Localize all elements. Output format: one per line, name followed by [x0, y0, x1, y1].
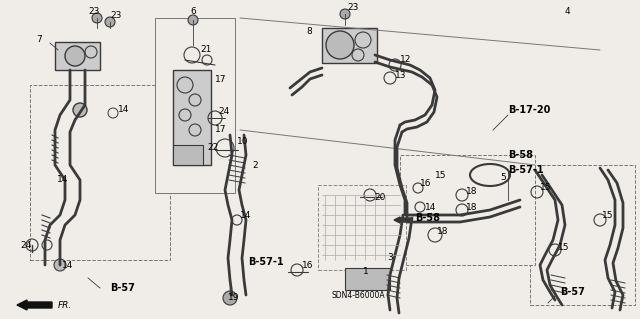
Text: 24: 24 [20, 241, 31, 249]
Text: 1: 1 [363, 268, 369, 277]
Circle shape [105, 17, 115, 27]
Circle shape [340, 9, 350, 19]
FancyArrow shape [17, 300, 52, 310]
Text: 2: 2 [252, 160, 258, 169]
Bar [400, 155, 535, 265]
Text: 15: 15 [435, 170, 447, 180]
Text: 23: 23 [347, 3, 358, 11]
Text: 14: 14 [118, 106, 129, 115]
Text: 3: 3 [387, 254, 393, 263]
Text: 23: 23 [88, 8, 99, 17]
Text: B-57-1: B-57-1 [508, 165, 543, 175]
Text: 19: 19 [228, 293, 239, 302]
Text: 17: 17 [215, 125, 227, 135]
Text: 18: 18 [466, 188, 477, 197]
Text: 16: 16 [302, 261, 314, 270]
Text: 16: 16 [420, 179, 431, 188]
Circle shape [188, 15, 198, 25]
Text: 14: 14 [62, 261, 74, 270]
Text: 8: 8 [307, 27, 312, 36]
Text: 7: 7 [36, 35, 42, 44]
Circle shape [92, 13, 102, 23]
Text: B-57: B-57 [110, 283, 135, 293]
Text: 14: 14 [56, 175, 68, 184]
Circle shape [326, 31, 354, 59]
Bar [318, 185, 406, 270]
FancyArrow shape [394, 217, 412, 223]
Text: 12: 12 [400, 56, 412, 64]
Bar [322, 28, 377, 63]
Bar [173, 70, 211, 165]
Text: 21: 21 [200, 46, 211, 55]
Text: 18: 18 [437, 227, 449, 236]
Text: B-57: B-57 [560, 287, 585, 297]
Bar [530, 165, 635, 305]
Text: 20: 20 [374, 194, 385, 203]
Bar [55, 42, 100, 70]
Text: 14: 14 [425, 204, 436, 212]
Circle shape [73, 103, 87, 117]
Text: 13: 13 [395, 70, 406, 79]
Text: B-58: B-58 [508, 150, 533, 160]
Bar [155, 18, 235, 193]
Bar [30, 85, 170, 260]
Text: 5: 5 [500, 174, 506, 182]
Text: SDN4-B6000A: SDN4-B6000A [332, 291, 386, 300]
Text: 14: 14 [240, 211, 252, 219]
Circle shape [223, 291, 237, 305]
Text: 17: 17 [215, 76, 227, 85]
Text: 23: 23 [110, 11, 122, 20]
Text: 15: 15 [558, 243, 570, 253]
Text: 15: 15 [540, 183, 552, 192]
Text: 6: 6 [190, 8, 196, 17]
Text: 15: 15 [602, 211, 614, 220]
Text: B-57-1: B-57-1 [248, 257, 284, 267]
Text: B-17-20: B-17-20 [508, 105, 550, 115]
Circle shape [54, 259, 66, 271]
Text: B-58: B-58 [415, 213, 440, 223]
Bar [173, 145, 203, 165]
Text: 22: 22 [207, 144, 218, 152]
Text: 18: 18 [466, 203, 477, 211]
Text: 24: 24 [218, 108, 229, 116]
Bar [345, 268, 390, 290]
Text: 10: 10 [237, 137, 248, 146]
Text: FR.: FR. [58, 300, 72, 309]
Text: 4: 4 [565, 8, 571, 17]
Circle shape [65, 46, 85, 66]
